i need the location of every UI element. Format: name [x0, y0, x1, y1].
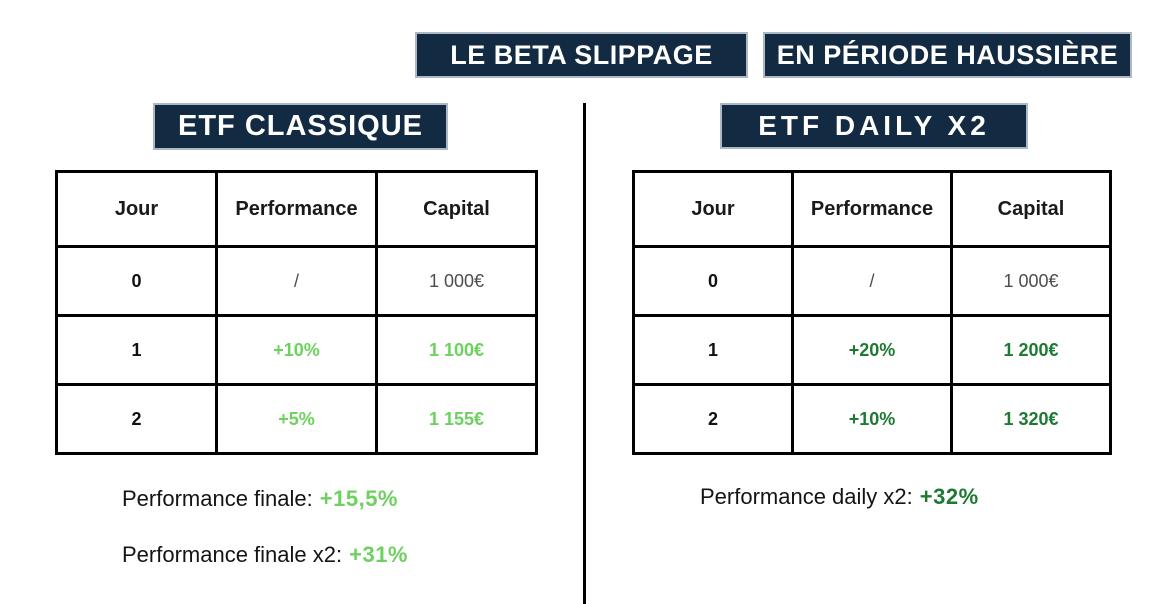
right-panel-title-label: ETF DAILY X2: [758, 110, 990, 141]
cell-jour: 1: [55, 314, 218, 386]
title-banner-periode-haussiere: EN PÉRIODE HAUSSIÈRE: [763, 32, 1132, 78]
performance-daily-x2-label: Performance daily x2:: [700, 484, 913, 509]
cell-capital: 1 155€: [375, 383, 538, 455]
cell-performance: /: [215, 245, 378, 317]
cell-capital: 1 000€: [950, 245, 1112, 317]
cell-performance: /: [791, 245, 953, 317]
performance-daily-x2-caption: Performance daily x2: +32%: [700, 484, 979, 510]
cell-jour: 2: [632, 383, 794, 455]
performance-finale-caption: Performance finale: +15,5%: [122, 486, 398, 512]
col-header-capital: Capital: [950, 170, 1112, 248]
table-header-row: Jour Performance Capital: [632, 170, 1112, 248]
table-row: 0 / 1 000€: [632, 245, 1112, 317]
col-header-jour: Jour: [632, 170, 794, 248]
table-row: 2 +10% 1 320€: [632, 383, 1112, 455]
cell-capital: 1 200€: [950, 314, 1112, 386]
performance-finale-x2-value: +31%: [349, 542, 408, 567]
table-row: 1 +10% 1 100€: [55, 314, 538, 386]
performance-finale-x2-caption: Performance finale x2: +31%: [122, 542, 408, 568]
cell-jour: 0: [632, 245, 794, 317]
table-row: 0 / 1 000€: [55, 245, 538, 317]
etf-classique-table-grid: Jour Performance Capital 0 / 1 000€ 1 +1…: [55, 170, 538, 455]
left-panel-title: ETF CLASSIQUE: [153, 103, 448, 150]
table-row: 1 +20% 1 200€: [632, 314, 1112, 386]
cell-performance: +10%: [791, 383, 953, 455]
performance-finale-x2-label: Performance finale x2:: [122, 542, 343, 567]
col-header-performance: Performance: [791, 170, 953, 248]
cell-jour: 2: [55, 383, 218, 455]
cell-capital: 1 000€: [375, 245, 538, 317]
col-header-capital: Capital: [375, 170, 538, 248]
left-panel-title-label: ETF CLASSIQUE: [177, 110, 423, 142]
cell-jour: 1: [632, 314, 794, 386]
cell-jour: 0: [55, 245, 218, 317]
col-header-jour: Jour: [55, 170, 218, 248]
performance-finale-label: Performance finale:: [122, 486, 313, 511]
table-row: 2 +5% 1 155€: [55, 383, 538, 455]
title-banner-beta-slippage-label: LE BETA SLIPPAGE: [450, 39, 713, 70]
etf-daily-x2-table: Jour Performance Capital 0 / 1 000€ 1 +2…: [632, 170, 1112, 455]
etf-classique-table: Jour Performance Capital 0 / 1 000€ 1 +1…: [55, 170, 538, 455]
cell-capital: 1 100€: [375, 314, 538, 386]
cell-performance: +10%: [215, 314, 378, 386]
table-header-row: Jour Performance Capital: [55, 170, 538, 248]
title-banner-periode-haussiere-label: EN PÉRIODE HAUSSIÈRE: [776, 39, 1119, 70]
performance-finale-value: +15,5%: [319, 486, 398, 511]
cell-capital: 1 320€: [950, 383, 1112, 455]
etf-daily-x2-table-grid: Jour Performance Capital 0 / 1 000€ 1 +2…: [632, 170, 1112, 455]
cell-performance: +5%: [215, 383, 378, 455]
right-panel-title: ETF DAILY X2: [720, 103, 1028, 149]
title-banner-beta-slippage: LE BETA SLIPPAGE: [415, 32, 748, 78]
col-header-performance: Performance: [215, 170, 378, 248]
cell-performance: +20%: [791, 314, 953, 386]
performance-daily-x2-value: +32%: [919, 484, 979, 509]
vertical-divider: [583, 103, 586, 604]
